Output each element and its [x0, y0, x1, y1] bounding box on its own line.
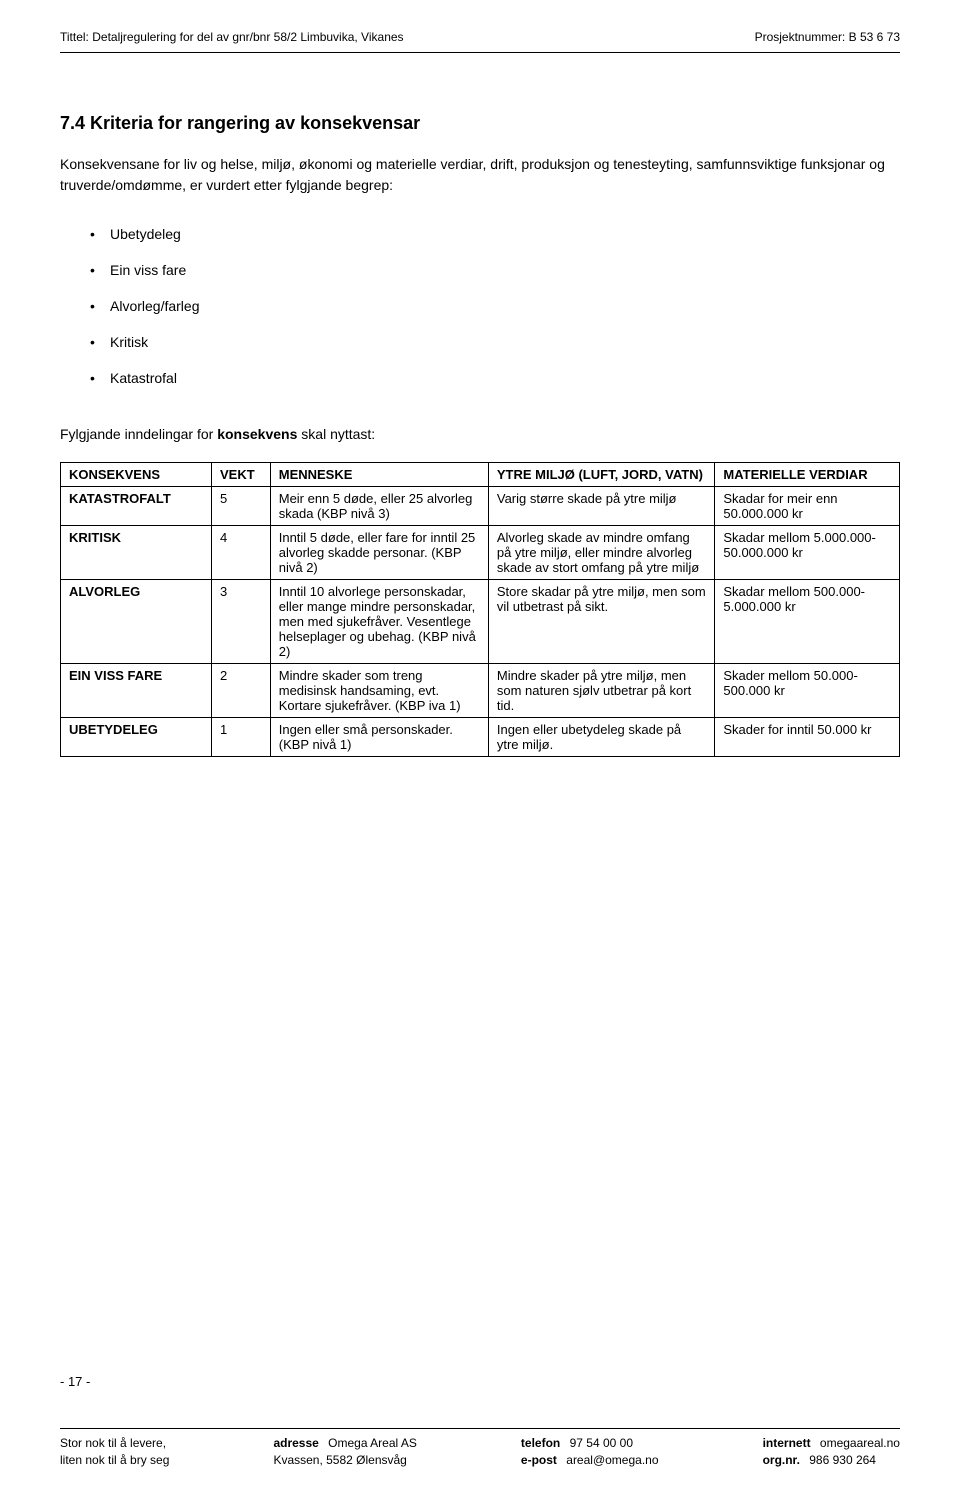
footer-web-org: internett omegaareal.no org.nr. 986 930 …	[763, 1435, 900, 1469]
sub-intro-bold: konsekvens	[217, 426, 297, 442]
cell-menneske: Meir enn 5 døde, eller 25 alvorleg skada…	[270, 487, 488, 526]
page-number: - 17 -	[60, 1374, 90, 1389]
cell-materielle: Skader mellom 50.000-500.000 kr	[715, 664, 900, 718]
konsekvens-label: UBETYDELEG	[69, 722, 158, 737]
cell-miljo: Ingen eller ubetydeleg skade på ytre mil…	[488, 718, 715, 757]
cell-konsekvens: KRITISK	[61, 526, 212, 580]
th-vekt: VEKT	[212, 463, 271, 487]
table-intro: Fylgjande inndelingar for konsekvens ska…	[60, 426, 900, 442]
cell-miljo: Varig større skade på ytre miljø	[488, 487, 715, 526]
list-item-label: Ein viss fare	[110, 262, 186, 278]
cell-materielle: Skader for inntil 50.000 kr	[715, 718, 900, 757]
list-item-label: Katastrofal	[110, 370, 177, 386]
phone-value: 97 54 00 00	[570, 1436, 633, 1450]
cell-materielle: Skadar for meir enn 50.000.000 kr	[715, 487, 900, 526]
section-heading: 7.4 Kriteria for rangering av konsekvens…	[60, 113, 900, 134]
cell-vekt: 3	[212, 580, 271, 664]
cell-konsekvens: EIN VISS FARE	[61, 664, 212, 718]
bullet-list: • Ubetydeleg • Ein viss fare • Alvorleg/…	[90, 226, 900, 386]
cell-menneske: Mindre skader som treng medisinsk handsa…	[270, 664, 488, 718]
table-row: UBETYDELEG 1 Ingen eller små personskade…	[61, 718, 900, 757]
web-label: internett	[763, 1436, 811, 1450]
address-line2: Kvassen, 5582 Ølensvåg	[273, 1452, 416, 1469]
list-item: • Ein viss fare	[90, 262, 900, 278]
org-label: org.nr.	[763, 1453, 800, 1467]
th-miljo: YTRE MILJØ (LUFT, JORD, VATN)	[488, 463, 715, 487]
table-header-row: KONSEKVENS VEKT MENNESKE YTRE MILJØ (LUF…	[61, 463, 900, 487]
header-title: Tittel: Detaljregulering for del av gnr/…	[60, 30, 404, 44]
bullet-icon: •	[90, 262, 110, 278]
list-item: • Katastrofal	[90, 370, 900, 386]
list-item: • Ubetydeleg	[90, 226, 900, 242]
sub-intro-2: skal nyttast:	[297, 426, 375, 442]
th-materielle: MATERIELLE VERDIAR	[715, 463, 900, 487]
cell-materielle: Skadar mellom 5.000.000-50.000.000 kr	[715, 526, 900, 580]
th-menneske: MENNESKE	[270, 463, 488, 487]
header-divider	[60, 52, 900, 53]
cell-konsekvens: ALVORLEG	[61, 580, 212, 664]
sub-intro-1: Fylgjande inndelingar for	[60, 426, 217, 442]
header-project: Prosjektnummer: B 53 6 73	[755, 30, 900, 44]
phone-label: telefon	[521, 1436, 560, 1450]
table-row: EIN VISS FARE 2 Mindre skader som treng …	[61, 664, 900, 718]
list-item-label: Kritisk	[110, 334, 148, 350]
table-row: KRITISK 4 Inntil 5 døde, eller fare for …	[61, 526, 900, 580]
footer-contact: telefon 97 54 00 00 e-post areal@omega.n…	[521, 1435, 659, 1469]
footer-address: adresse Omega Areal AS Kvassen, 5582 Øle…	[273, 1435, 416, 1469]
list-item-label: Ubetydeleg	[110, 226, 181, 242]
list-item: • Kritisk	[90, 334, 900, 350]
intro-paragraph: Konsekvensane for liv og helse, miljø, ø…	[60, 154, 900, 196]
address-line1: Omega Areal AS	[328, 1436, 417, 1450]
th-konsekvens: KONSEKVENS	[61, 463, 212, 487]
page-header: Tittel: Detaljregulering for del av gnr/…	[60, 30, 900, 52]
cell-miljo: Mindre skader på ytre miljø, men som nat…	[488, 664, 715, 718]
email-value: areal@omega.no	[566, 1453, 658, 1467]
address-label: adresse	[273, 1436, 318, 1450]
bullet-icon: •	[90, 370, 110, 386]
cell-konsekvens: UBETYDELEG	[61, 718, 212, 757]
konsekvens-label: KATASTROFALT	[69, 491, 171, 506]
cell-miljo: Store skadar på ytre miljø, men som vil …	[488, 580, 715, 664]
title-text: Detaljregulering for del av gnr/bnr 58/2…	[92, 30, 403, 44]
cell-vekt: 2	[212, 664, 271, 718]
bullet-icon: •	[90, 226, 110, 242]
konsekvens-label: EIN VISS FARE	[69, 668, 162, 683]
konsekvens-label: ALVORLEG	[69, 584, 140, 599]
page-footer: Stor nok til å levere, liten nok til å b…	[60, 1428, 900, 1469]
table-row: KATASTROFALT 5 Meir enn 5 døde, eller 25…	[61, 487, 900, 526]
footer-slogan: Stor nok til å levere, liten nok til å b…	[60, 1435, 169, 1469]
cell-materielle: Skadar mellom 500.000-5.000.000 kr	[715, 580, 900, 664]
bullet-icon: •	[90, 334, 110, 350]
cell-vekt: 4	[212, 526, 271, 580]
table-row: ALVORLEG 3 Inntil 10 alvorlege personska…	[61, 580, 900, 664]
title-label: Tittel:	[60, 30, 89, 44]
cell-konsekvens: KATASTROFALT	[61, 487, 212, 526]
cell-menneske: Inntil 10 alvorlege personskadar, eller …	[270, 580, 488, 664]
slogan-line1: Stor nok til å levere,	[60, 1435, 169, 1452]
project-label: Prosjektnummer:	[755, 30, 846, 44]
cell-miljo: Alvorleg skade av mindre omfang på ytre …	[488, 526, 715, 580]
cell-vekt: 1	[212, 718, 271, 757]
list-item-label: Alvorleg/farleg	[110, 298, 200, 314]
list-item: • Alvorleg/farleg	[90, 298, 900, 314]
slogan-line2: liten nok til å bry seg	[60, 1452, 169, 1469]
cell-menneske: Ingen eller små personskader. (KBP nivå …	[270, 718, 488, 757]
cell-vekt: 5	[212, 487, 271, 526]
web-value: omegaareal.no	[820, 1436, 900, 1450]
bullet-icon: •	[90, 298, 110, 314]
cell-menneske: Inntil 5 døde, eller fare for inntil 25 …	[270, 526, 488, 580]
email-label: e-post	[521, 1453, 557, 1467]
konsekvens-table: KONSEKVENS VEKT MENNESKE YTRE MILJØ (LUF…	[60, 462, 900, 757]
org-value: 986 930 264	[809, 1453, 876, 1467]
konsekvens-label: KRITISK	[69, 530, 121, 545]
document-page: Tittel: Detaljregulering for del av gnr/…	[0, 0, 960, 1489]
project-number: B 53 6 73	[849, 30, 900, 44]
